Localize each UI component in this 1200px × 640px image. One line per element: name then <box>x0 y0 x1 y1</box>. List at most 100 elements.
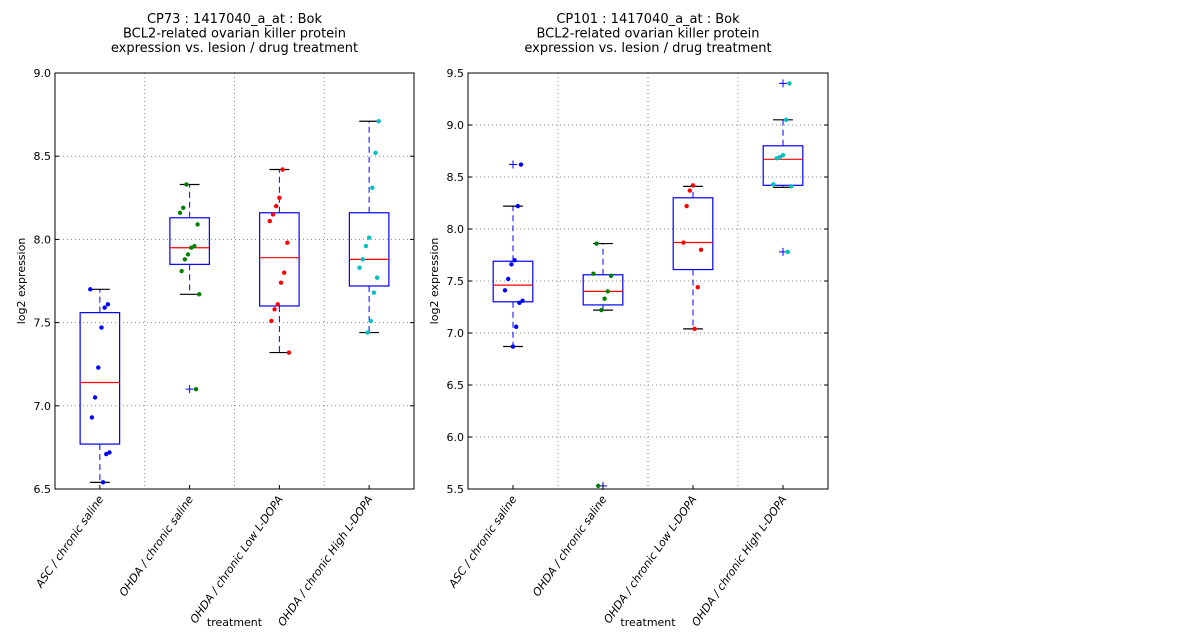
y-tick-label: 6.0 <box>447 431 465 444</box>
box-group-3 <box>348 119 390 335</box>
y-tick-label: 8.5 <box>447 171 465 184</box>
data-point <box>105 302 111 307</box>
y-tick-label: 7.0 <box>447 327 465 340</box>
data-point <box>286 350 292 355</box>
data-point <box>514 324 519 329</box>
chart-title-line: CP101 : 1417040_a_at : Bok <box>556 12 740 27</box>
chart-title-line: CP73 : 1417040_a_at : Bok <box>147 12 323 27</box>
data-point <box>602 296 607 301</box>
chart-title-line: BCL2-related ovarian killer protein <box>536 27 759 42</box>
box-group-2 <box>672 183 714 332</box>
outlier-marker <box>185 385 194 394</box>
data-point <box>517 300 522 306</box>
data-point <box>92 395 98 400</box>
data-point <box>692 326 697 332</box>
iqr-box <box>259 212 300 307</box>
data-point <box>376 119 381 124</box>
data-point <box>596 483 601 489</box>
data-point <box>281 270 287 275</box>
data-point <box>189 245 194 250</box>
box-group-2 <box>259 167 300 355</box>
data-point <box>96 365 101 370</box>
data-point <box>197 292 202 297</box>
box-group-1 <box>169 182 210 394</box>
data-point <box>788 184 794 189</box>
data-point <box>608 273 614 278</box>
data-point <box>605 289 610 294</box>
data-point <box>695 285 700 290</box>
x-tick-label: OHDA / chronic Low L-DOPA <box>188 493 286 626</box>
data-point <box>506 276 511 282</box>
data-point <box>365 330 370 335</box>
data-point <box>102 305 107 310</box>
x-tick-label: ASC / chronic saline <box>33 493 107 591</box>
x-axis-label: treatment <box>207 616 263 629</box>
data-point <box>594 241 599 246</box>
data-point <box>181 205 186 210</box>
data-point <box>360 257 365 262</box>
chart-title-line: BCL2-related ovarian killer protein <box>123 27 346 42</box>
data-point <box>182 257 188 262</box>
chart-title-line: expression vs. lesion / drug treatment <box>524 41 771 56</box>
box-group-1 <box>582 241 624 490</box>
data-point <box>89 415 95 420</box>
x-tick-label: ASC / chronic saline <box>446 493 520 591</box>
y-tick-label: 6.5 <box>447 379 465 392</box>
data-point <box>88 287 93 292</box>
data-point <box>275 302 280 307</box>
data-point <box>373 150 378 156</box>
data-point <box>520 298 525 303</box>
data-point <box>785 249 790 255</box>
plot-frame <box>54 72 415 490</box>
x-tick-label: OHDA / chronic saline <box>530 493 609 599</box>
data-point <box>509 262 514 267</box>
data-point <box>278 280 284 285</box>
data-point <box>277 195 282 200</box>
data-point <box>100 480 106 485</box>
outlier-marker <box>509 160 517 169</box>
y-tick-label: 7.5 <box>447 275 465 288</box>
data-point <box>184 182 189 187</box>
plot-frame <box>467 72 829 490</box>
data-point <box>371 290 377 295</box>
data-point <box>104 451 109 457</box>
y-tick-label: 8.5 <box>34 150 52 163</box>
data-point <box>177 210 183 215</box>
data-point <box>285 240 290 245</box>
data-point <box>99 325 104 330</box>
data-point <box>510 344 516 349</box>
iqr-box <box>762 145 804 186</box>
y-tick-label: 9.5 <box>447 67 465 80</box>
data-point <box>780 152 786 158</box>
data-point <box>515 203 520 209</box>
data-point <box>363 243 369 249</box>
x-axis-label: treatment <box>620 616 676 629</box>
data-point <box>771 182 776 187</box>
y-tick-label: 9.0 <box>447 119 465 132</box>
iqr-box <box>348 212 390 287</box>
data-point <box>599 307 604 313</box>
data-point <box>698 247 704 252</box>
data-point <box>179 268 184 274</box>
iqr-box <box>79 312 121 445</box>
data-point <box>272 307 277 312</box>
data-point <box>374 275 380 280</box>
y-tick-label: 5.5 <box>447 483 465 496</box>
box-group-0 <box>79 287 121 485</box>
data-point <box>784 117 789 123</box>
x-tick-label: OHDA / chronic Low L-DOPA <box>601 493 699 626</box>
y-tick-label: 7.5 <box>34 317 52 330</box>
iqr-box <box>582 274 624 306</box>
y-tick-label: 8.0 <box>447 223 465 236</box>
y-axis-label: log2 expression <box>428 238 441 325</box>
data-point <box>270 212 276 217</box>
data-point <box>690 183 696 188</box>
data-point <box>684 203 689 209</box>
x-tick-label: OHDA / chronic High L-DOPA <box>275 493 375 628</box>
data-point <box>366 235 372 240</box>
y-tick-label: 9.0 <box>34 67 52 80</box>
data-point <box>502 288 508 293</box>
iqr-box <box>672 197 714 271</box>
